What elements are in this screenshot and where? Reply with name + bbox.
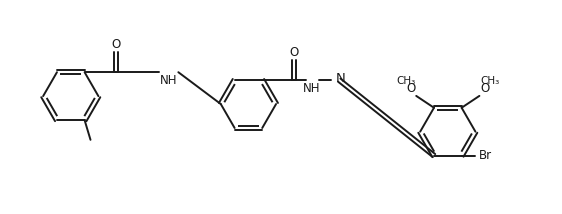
Text: Br: Br — [478, 149, 492, 162]
Text: NH: NH — [160, 74, 177, 87]
Text: CH₃: CH₃ — [396, 76, 415, 86]
Text: CH₃: CH₃ — [481, 76, 500, 86]
Text: O: O — [111, 39, 121, 52]
Text: O: O — [406, 82, 415, 95]
Text: O: O — [481, 82, 490, 95]
Text: O: O — [289, 46, 298, 59]
Text: NH: NH — [303, 82, 320, 95]
Text: N: N — [336, 72, 345, 85]
